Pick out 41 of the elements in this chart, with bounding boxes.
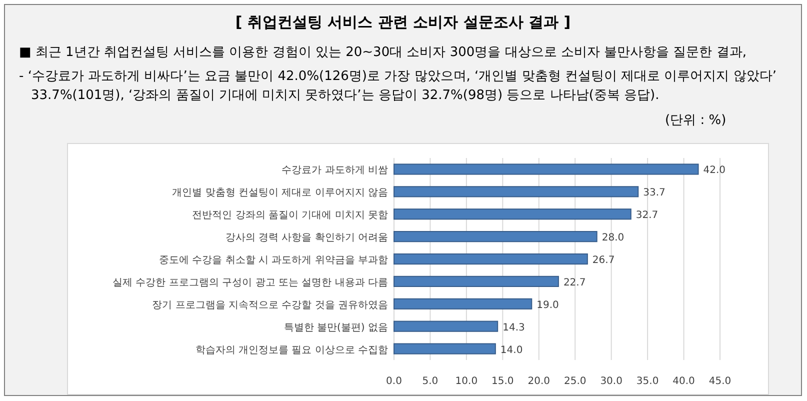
bar (394, 276, 559, 287)
x-tick-label: 5.0 (422, 376, 438, 387)
data-label: 33.7 (643, 188, 666, 199)
text: (단위 : %) (665, 112, 726, 129)
data-label: 22.7 (563, 277, 586, 288)
bar (394, 186, 639, 198)
bar (394, 253, 588, 265)
bar (394, 343, 496, 354)
x-tick-label: 0.0 (386, 376, 402, 387)
bar (394, 208, 632, 220)
data-label: 28.0 (602, 232, 624, 244)
data-label: 26.7 (592, 255, 615, 266)
y-tick-label: 학습자의 개인정보를 필요 이상으로 수집함 (195, 344, 388, 356)
data-label: 14.0 (500, 344, 523, 356)
x-tick-label: 10.0 (455, 376, 478, 387)
bar (394, 298, 532, 310)
x-tick-label: 15.0 (492, 376, 514, 387)
data-label: 32.7 (636, 210, 658, 222)
y-tick-label: 개인별 맞춤형 컨설팅이 제대로 이루어지지 않음 (172, 188, 388, 199)
text: - ‘수강료가 과도하게 비싸다’는 요금 불만이 42.0%(126명)로 가장 많았으며, ‘개인별 맞춤형 컨설팅이 제대로 이루어지지 않았다’ 33.7%(101명), ‘강좌의 품질이 기대에 미치지 못하였다’는 응답이 32.7%(98명) 등으로 나타남(중복 응답). (19, 68, 778, 105)
data-label: 42.0 (703, 165, 726, 176)
y-tick-label: 수강료가 과도하게 비쌈 (282, 165, 388, 176)
x-tick-label: 30.0 (600, 376, 622, 387)
y-tick-label: 강사의 경력 사항을 확인하기 어려움 (225, 232, 388, 244)
y-tick-label: 중도에 수강을 취소할 시 과도하게 위약금을 부과함 (158, 255, 388, 266)
bar (394, 231, 598, 242)
x-tick-label: 40.0 (672, 376, 695, 387)
y-tick-label: 특별한 불만(불편) 없음 (284, 322, 388, 334)
bar (394, 320, 498, 332)
chart-title: [ 취업컨설팅 서비스 관련 소비자 설문조사 결과 ] (234, 13, 572, 32)
x-tick-label: 20.0 (528, 376, 550, 387)
text: ■ 최근 1년간 취업컨설팅 서비스를 이용한 경험이 있는 20~30대 소비자 300명을 대상으로 소비자 불만사항을 질문한 결과, (19, 44, 748, 61)
x-tick-label: 45.0 (708, 376, 732, 387)
data-label: 14.3 (502, 322, 525, 334)
bar (394, 164, 699, 175)
x-tick-label: 25.0 (564, 376, 586, 387)
y-tick-label: 전반적인 강좌의 품질이 기대에 미치지 못함 (192, 210, 388, 222)
y-tick-label: 장기 프로그램을 지속적으로 수강할 것을 권유하였음 (152, 300, 388, 311)
x-tick-label: 35.0 (636, 376, 659, 387)
y-tick-label: 실제 수강한 프로그램의 구성이 광고 또는 설명한 내용과 다름 (112, 277, 388, 288)
data-label: 19.0 (536, 300, 559, 311)
